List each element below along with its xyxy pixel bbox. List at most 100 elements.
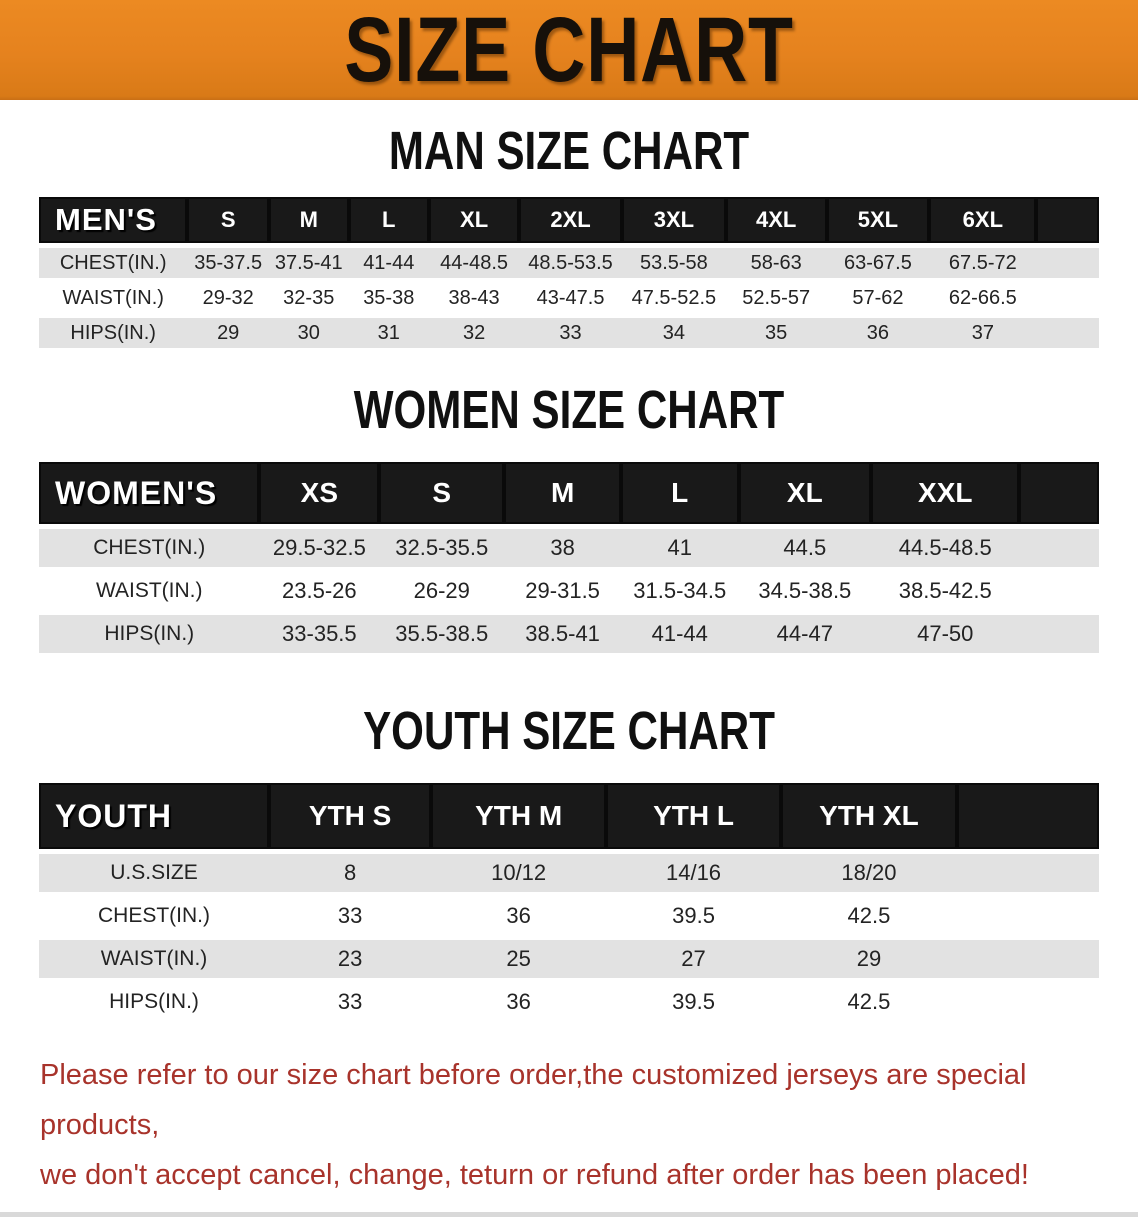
measurement-value-cell: 39.5 [606,983,781,1021]
measurement-value-cell: 44-48.5 [429,248,520,278]
size-header-cell: XXL [871,462,1020,524]
measurement-value-cell: 34.5-38.5 [738,572,872,610]
measurement-label-cell: CHEST(IN.) [39,897,270,935]
measurement-value-cell: 38.5-41 [504,615,621,653]
measurement-value-cell: 18/20 [780,854,957,892]
measurement-value-cell: 26-29 [379,572,505,610]
size-header-cell: 6XL [929,197,1037,243]
measurement-value-cell: 10/12 [431,854,607,892]
measurement-value-cell: 44.5-48.5 [871,529,1020,567]
measurement-row: CHEST(IN.) 29.5-32.5 32.5-35.5 38 41 44.5 44.5… [39,529,1099,567]
size-table-header-row: WOMEN'S XS S M L XL XXL [39,462,1099,524]
measurement-row: WAIST(IN.) 23.5-26 26-29 29-31.5 31.5-34.5 34… [39,572,1099,610]
size-header-cell: YTH XL [780,783,957,849]
measurement-value-cell: 30 [269,318,349,348]
header-spacer-cell [956,783,1099,849]
row-spacer-cell [956,854,1099,892]
size-header-cell: L [348,197,430,243]
size-header-cell: XL [738,462,872,524]
youth-section-heading: YOUTH SIZE CHART [0,701,1138,761]
men-section-heading-text: MAN SIZE CHART [388,121,750,181]
size-header-cell: L [620,462,739,524]
measurement-value-cell: 38-43 [429,283,520,313]
measurement-value-cell: 41-44 [620,615,739,653]
measurement-row: CHEST(IN.) 35-37.5 37.5-41 41-44 44-48.5 48.5… [39,248,1099,278]
measurement-value-cell: 33 [519,318,622,348]
size-header-cell: YTH M [431,783,607,849]
measurement-value-cell: 35.5-38.5 [379,615,505,653]
disclaimer-line-1: Please refer to our size chart before or… [40,1059,1027,1141]
size-header-cell: 5XL [826,197,930,243]
measurement-value-cell: 29.5-32.5 [259,529,380,567]
row-spacer-cell [1019,615,1099,653]
measurement-value-cell: 35-38 [348,283,430,313]
measurement-value-cell: 34 [621,318,726,348]
measurement-value-cell: 37.5-41 [269,248,349,278]
measurement-value-cell: 35 [725,318,827,348]
measurement-value-cell: 25 [431,940,607,978]
measurement-value-cell: 38.5-42.5 [871,572,1020,610]
measurement-value-cell: 29-32 [187,283,269,313]
youth-section-heading-text: YOUTH SIZE CHART [363,701,775,761]
measurement-label-cell: WAIST(IN.) [39,572,260,610]
measurement-value-cell: 29-31.5 [504,572,621,610]
size-header-cell: YTH S [269,783,432,849]
measurement-value-cell: 33 [269,983,432,1021]
measurement-value-cell: 32-35 [269,283,349,313]
measurement-value-cell: 57-62 [826,283,930,313]
measurement-value-cell: 31 [348,318,430,348]
measurement-value-cell: 36 [826,318,930,348]
measurement-value-cell: 31.5-34.5 [620,572,739,610]
measurement-value-cell: 36 [431,983,607,1021]
measurement-value-cell: 42.5 [780,897,957,935]
measurement-row: HIPS(IN.) 29 30 31 32 33 34 35 36 37 [39,318,1099,348]
row-spacer-cell [1036,283,1099,313]
measurement-value-cell: 53.5-58 [621,248,726,278]
row-spacer-cell [1036,318,1099,348]
bottom-edge-divider [0,1212,1138,1217]
header-spacer-cell [1036,197,1099,243]
measurement-row: CHEST(IN.) 33 36 39.5 42.5 [39,897,1099,935]
measurement-label-cell: CHEST(IN.) [39,248,188,278]
youth-size-table: YOUTH YTH S YTH M YTH L YTH XL U.S.SIZE 8 10/1… [39,778,1099,1026]
measurement-label-cell: WAIST(IN.) [39,283,188,313]
measurement-value-cell: 58-63 [725,248,827,278]
measurement-value-cell: 43-47.5 [519,283,622,313]
size-header-cell: 3XL [621,197,726,243]
row-spacer-cell [956,897,1099,935]
measurement-value-cell: 47-50 [871,615,1020,653]
measurement-value-cell: 33 [269,897,432,935]
row-spacer-cell [1019,572,1099,610]
row-spacer-cell [956,940,1099,978]
measurement-label-cell: CHEST(IN.) [39,529,260,567]
table-title-cell: MEN'S [39,197,188,243]
size-header-cell: YTH L [606,783,781,849]
size-header-cell: M [269,197,349,243]
size-header-cell: S [379,462,505,524]
size-header-cell: XS [259,462,380,524]
size-header-cell: 2XL [519,197,622,243]
measurement-value-cell: 32.5-35.5 [379,529,505,567]
row-spacer-cell [1019,529,1099,567]
measurement-value-cell: 23 [269,940,432,978]
measurement-value-cell: 33-35.5 [259,615,380,653]
men-section-heading: MAN SIZE CHART [0,121,1138,181]
measurement-label-cell: U.S.SIZE [39,854,270,892]
size-header-cell: XL [429,197,520,243]
measurement-value-cell: 41 [620,529,739,567]
measurement-value-cell: 36 [431,897,607,935]
table-title-cell: WOMEN'S [39,462,260,524]
measurement-row: WAIST(IN.) 29-32 32-35 35-38 38-43 43-47.5 47.… [39,283,1099,313]
women-section-heading: WOMEN SIZE CHART [0,383,1138,437]
measurement-row: HIPS(IN.) 33-35.5 35.5-38.5 38.5-41 41-44 44-… [39,615,1099,653]
women-size-table: WOMEN'S XS S M L XL XXL CHEST(IN.) 29.5-32.5 32.… [39,457,1099,658]
measurement-value-cell: 23.5-26 [259,572,380,610]
page-title: SIZE CHART [344,0,794,101]
measurement-value-cell: 37 [929,318,1037,348]
measurement-value-cell: 42.5 [780,983,957,1021]
measurement-row: WAIST(IN.) 23 25 27 29 [39,940,1099,978]
order-disclaimer-note: Please refer to our size chart before or… [40,1050,1138,1200]
measurement-value-cell: 47.5-52.5 [621,283,726,313]
measurement-label-cell: HIPS(IN.) [39,615,260,653]
measurement-value-cell: 29 [187,318,269,348]
